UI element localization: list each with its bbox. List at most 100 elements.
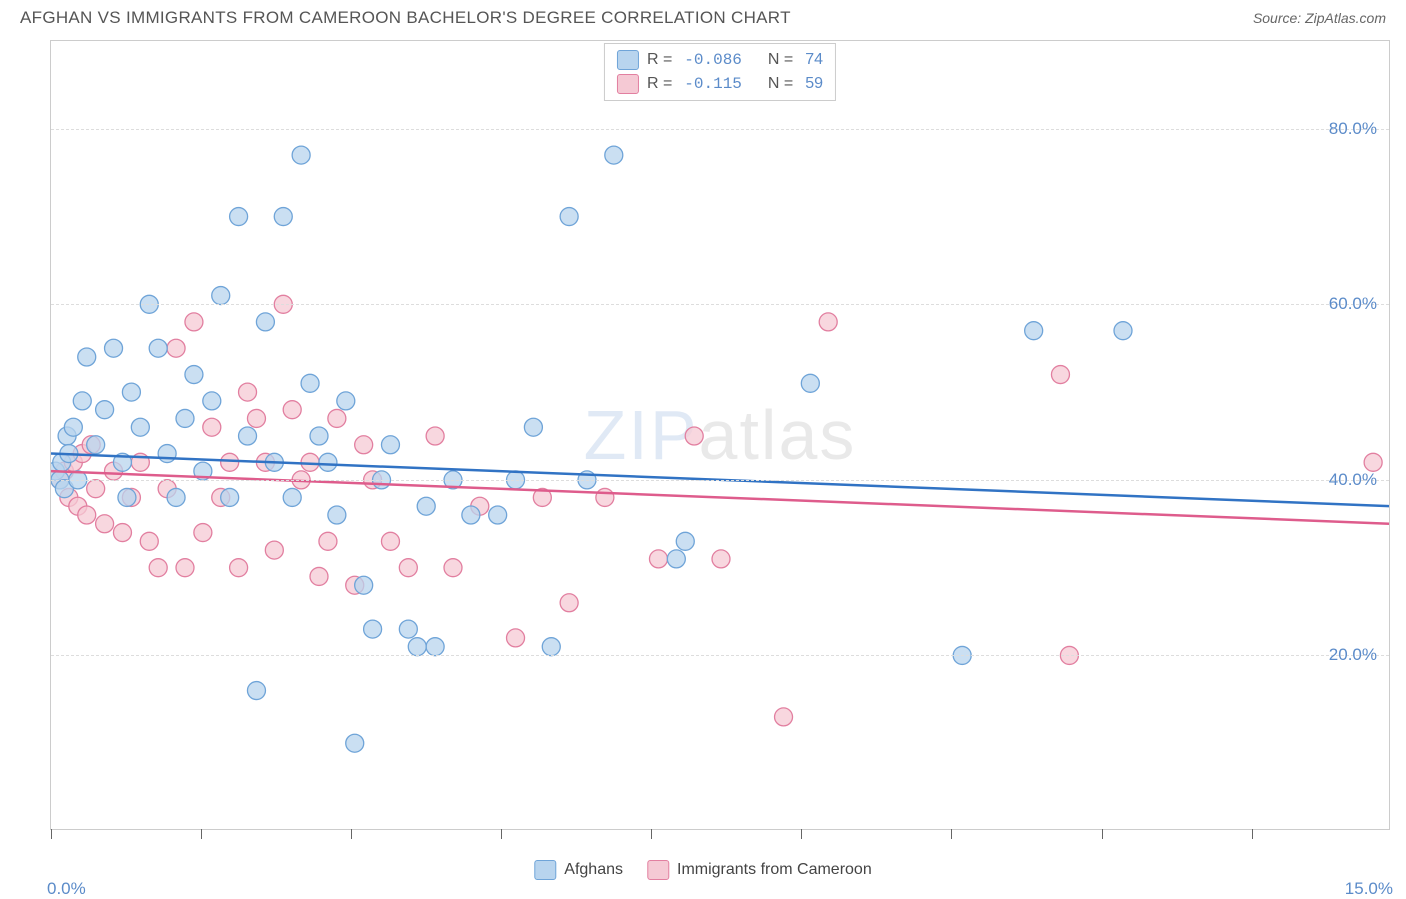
scatter-point	[230, 208, 248, 226]
legend-item: Afghans	[534, 860, 623, 880]
gridline	[51, 655, 1389, 656]
scatter-point	[176, 559, 194, 577]
scatter-point	[87, 436, 105, 454]
scatter-point	[78, 348, 96, 366]
x-tick	[351, 829, 352, 839]
scatter-point	[310, 567, 328, 585]
scatter-point	[319, 453, 337, 471]
x-tick	[651, 829, 652, 839]
scatter-point	[301, 374, 319, 392]
y-tick-label: 60.0%	[1329, 294, 1377, 314]
scatter-point	[676, 532, 694, 550]
scatter-point	[239, 427, 257, 445]
scatter-point	[118, 488, 136, 506]
scatter-point	[96, 401, 114, 419]
scatter-point	[560, 208, 578, 226]
gridline	[51, 304, 1389, 305]
series-legend: Afghans Immigrants from Cameroon	[534, 860, 871, 880]
scatter-point	[462, 506, 480, 524]
scatter-point	[167, 339, 185, 357]
statistics-legend: R = -0.086 N = 74 R = -0.115 N = 59	[604, 43, 836, 101]
scatter-point	[444, 559, 462, 577]
scatter-point	[426, 427, 444, 445]
scatter-point	[283, 401, 301, 419]
scatter-point	[239, 383, 257, 401]
source-attribution: Source: ZipAtlas.com	[1253, 10, 1386, 26]
x-tick	[201, 829, 202, 839]
scatter-point	[113, 524, 131, 542]
scatter-point	[417, 497, 435, 515]
scatter-point	[310, 427, 328, 445]
scatter-point	[158, 445, 176, 463]
scatter-point	[364, 620, 382, 638]
scatter-point	[149, 339, 167, 357]
scatter-point	[96, 515, 114, 533]
x-tick-label: 0.0%	[47, 879, 86, 899]
scatter-point	[176, 409, 194, 427]
scatter-point	[1114, 322, 1132, 340]
scatter-point	[801, 374, 819, 392]
scatter-point	[167, 488, 185, 506]
scatter-point	[381, 436, 399, 454]
scatter-point	[1025, 322, 1043, 340]
x-tick	[51, 829, 52, 839]
scatter-point	[426, 638, 444, 656]
scatter-point	[667, 550, 685, 568]
scatter-point	[185, 313, 203, 331]
scatter-point	[230, 559, 248, 577]
x-tick-label: 15.0%	[1345, 879, 1393, 899]
x-tick	[501, 829, 502, 839]
scatter-point	[596, 488, 614, 506]
swatch-icon	[617, 50, 639, 70]
scatter-point	[560, 594, 578, 612]
scatter-point	[712, 550, 730, 568]
scatter-point	[87, 480, 105, 498]
scatter-point	[221, 488, 239, 506]
y-tick-label: 20.0%	[1329, 645, 1377, 665]
scatter-point	[203, 418, 221, 436]
scatter-point	[685, 427, 703, 445]
chart-area: ZIPatlas R = -0.086 N = 74 R = -0.115 N …	[50, 40, 1390, 830]
scatter-point	[605, 146, 623, 164]
scatter-plot	[51, 41, 1389, 829]
gridline	[51, 480, 1389, 481]
x-tick	[1102, 829, 1103, 839]
scatter-point	[489, 506, 507, 524]
scatter-point	[274, 208, 292, 226]
legend-item: Immigrants from Cameroon	[647, 860, 872, 880]
scatter-point	[194, 524, 212, 542]
scatter-point	[212, 287, 230, 305]
y-tick-label: 40.0%	[1329, 470, 1377, 490]
scatter-point	[399, 620, 417, 638]
scatter-point	[346, 734, 364, 752]
scatter-point	[247, 682, 265, 700]
scatter-point	[319, 532, 337, 550]
stats-row: R = -0.115 N = 59	[617, 72, 823, 96]
scatter-point	[1364, 453, 1382, 471]
page-title: AFGHAN VS IMMIGRANTS FROM CAMEROON BACHE…	[20, 8, 791, 28]
scatter-point	[247, 409, 265, 427]
scatter-point	[64, 418, 82, 436]
stats-row: R = -0.086 N = 74	[617, 48, 823, 72]
scatter-point	[78, 506, 96, 524]
scatter-point	[381, 532, 399, 550]
scatter-point	[337, 392, 355, 410]
x-tick	[1252, 829, 1253, 839]
scatter-point	[355, 576, 373, 594]
scatter-point	[819, 313, 837, 331]
scatter-point	[1051, 366, 1069, 384]
scatter-point	[131, 418, 149, 436]
scatter-point	[292, 146, 310, 164]
scatter-point	[73, 392, 91, 410]
scatter-point	[283, 488, 301, 506]
scatter-point	[149, 559, 167, 577]
swatch-icon	[617, 74, 639, 94]
scatter-point	[221, 453, 239, 471]
scatter-point	[105, 339, 123, 357]
scatter-point	[265, 541, 283, 559]
scatter-point	[328, 409, 346, 427]
scatter-point	[122, 383, 140, 401]
scatter-point	[328, 506, 346, 524]
swatch-icon	[534, 860, 556, 880]
scatter-point	[408, 638, 426, 656]
